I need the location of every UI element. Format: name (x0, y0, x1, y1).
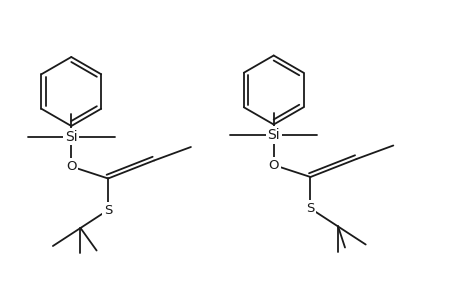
Text: Si: Si (267, 128, 280, 142)
Text: O: O (268, 158, 278, 172)
Text: Si: Si (65, 130, 78, 143)
Text: S: S (306, 202, 314, 215)
Text: O: O (66, 160, 76, 173)
Text: S: S (104, 203, 112, 217)
